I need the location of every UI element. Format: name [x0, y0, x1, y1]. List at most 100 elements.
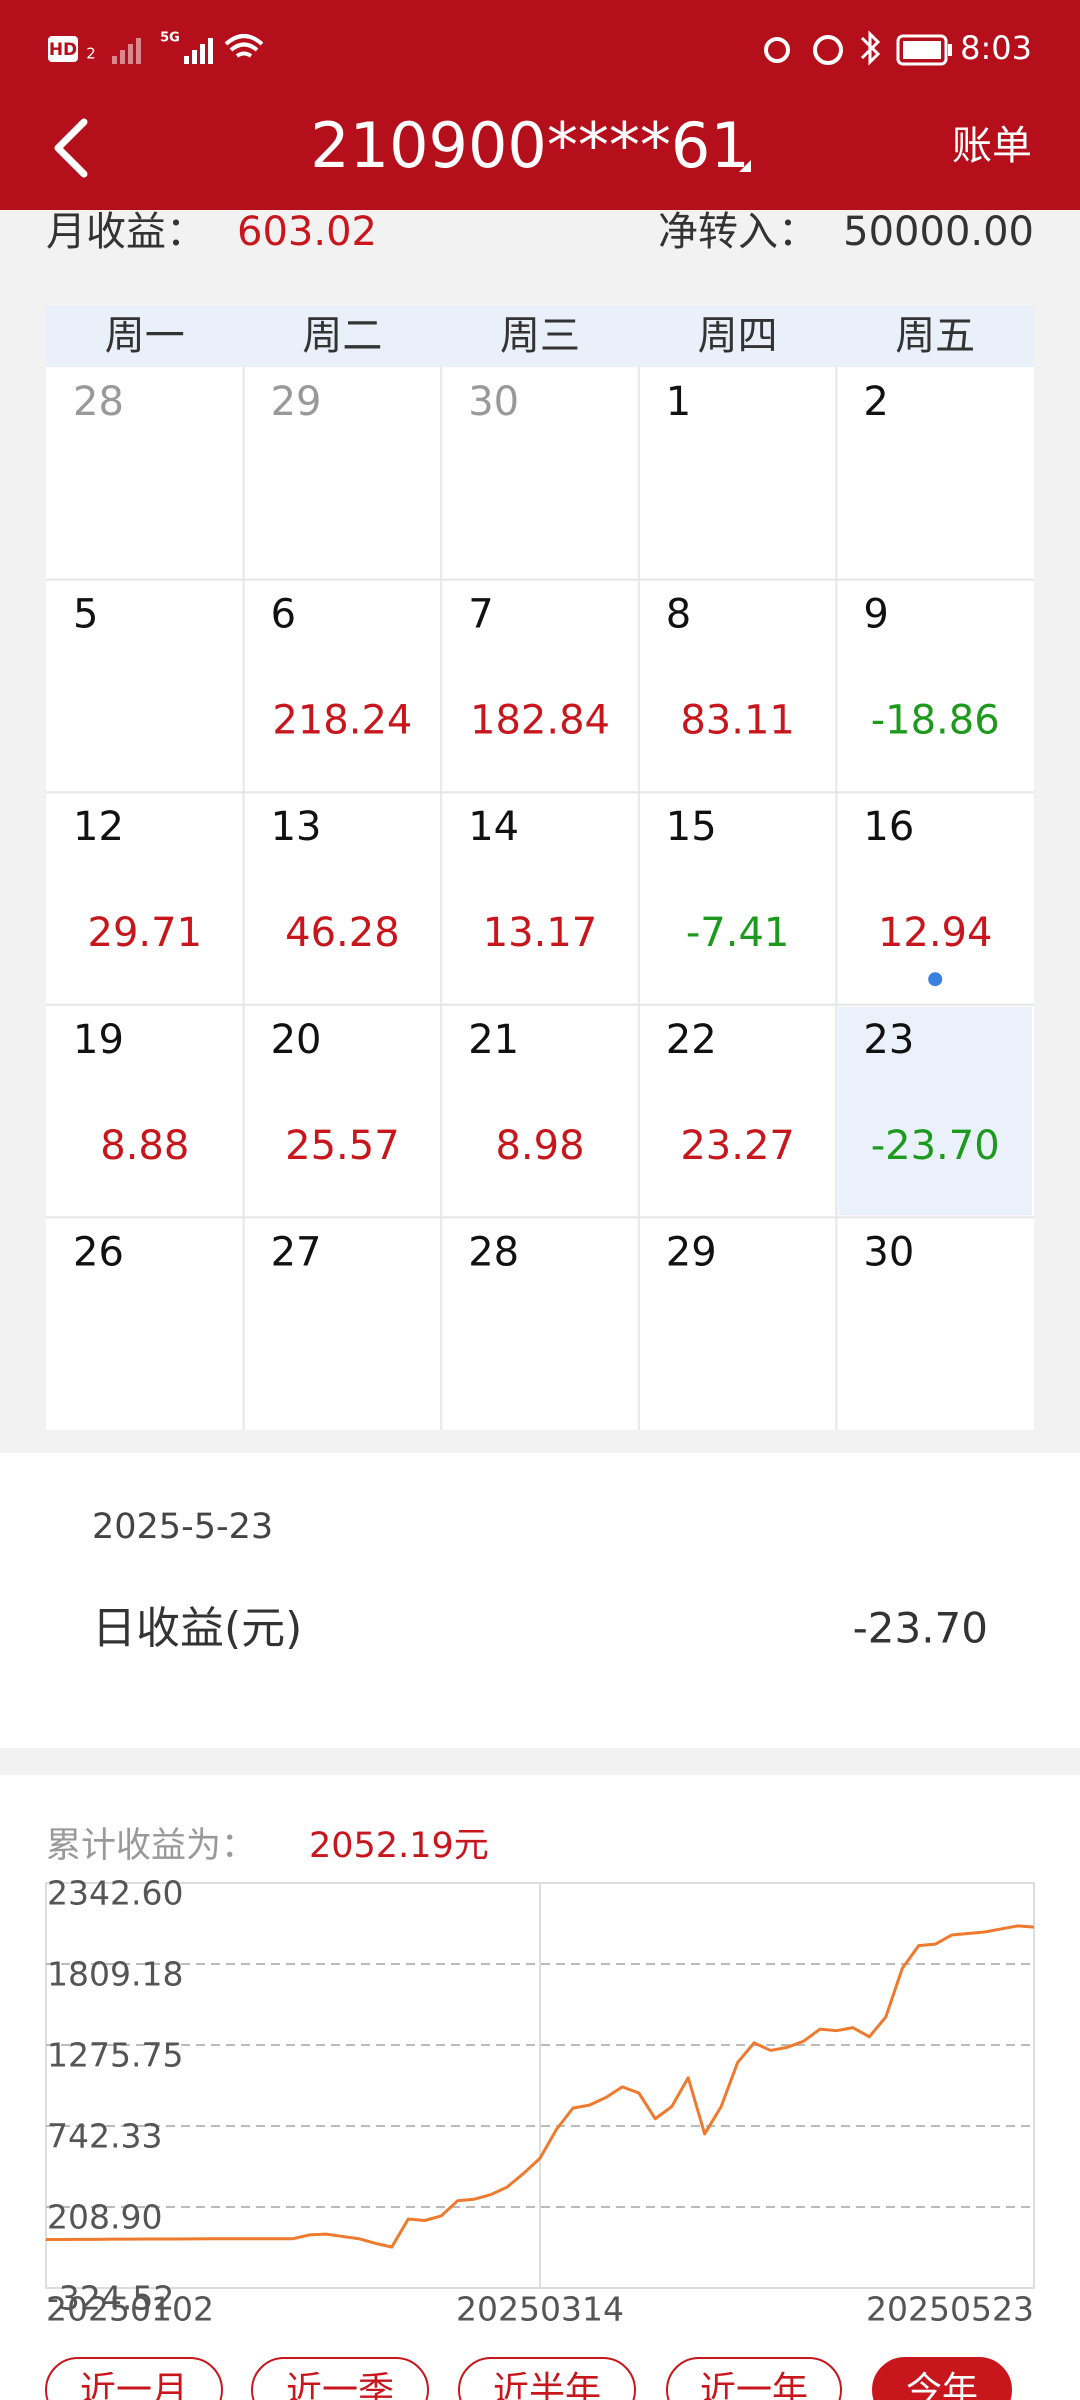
range-buttons: 近一月 近一季 近半年 近一年 今年 [45, 2357, 1012, 2400]
day-number[interactable]: 23 [863, 1017, 914, 1063]
range-button-label[interactable]: 近半年 [493, 2370, 601, 2400]
bluetooth-icon [860, 30, 881, 66]
day-number[interactable]: 21 [468, 1017, 519, 1063]
weekday: 周五 [895, 313, 975, 359]
day-number[interactable]: 28 [73, 379, 124, 425]
day-number[interactable]: 29 [271, 379, 322, 425]
y-tick-label: 2342.60 [47, 1874, 183, 1913]
day-number[interactable]: 27 [271, 1229, 322, 1275]
day-number[interactable]: 20 [271, 1017, 322, 1063]
day-number[interactable]: 22 [666, 1017, 717, 1063]
app-bar [0, 0, 1080, 210]
day-number[interactable]: 9 [863, 592, 888, 638]
chart: -324.52 208.90 742.33 1275.75 1809.18 2342.60… [45, 1874, 1035, 2329]
day-number[interactable]: 29 [666, 1229, 717, 1275]
net-text: 5G [160, 31, 180, 46]
day-number[interactable]: 8 [666, 592, 691, 638]
y-tick-label: 1275.75 [47, 2036, 183, 2075]
day-number[interactable]: 1 [666, 379, 691, 425]
range-button-label[interactable]: 近一季 [286, 2370, 394, 2400]
battery-icon [896, 34, 948, 66]
month-label: 月收益： [46, 209, 206, 255]
chart-total: 2052.19元 [309, 1826, 489, 1866]
day-value: 182.84 [470, 698, 610, 744]
account-title[interactable]: 210900****61 [310, 109, 750, 182]
month-value: 603.02 [237, 209, 377, 255]
clock: 8:03 [960, 29, 1032, 67]
battery-level [903, 41, 941, 59]
signal-1 [112, 38, 141, 64]
bill-link[interactable]: 账单 [952, 123, 1032, 169]
wifi-icon [224, 34, 264, 58]
eye-icon [764, 37, 790, 63]
back-button[interactable] [54, 118, 88, 178]
day-value: 218.24 [272, 698, 412, 744]
range-button-label[interactable]: 近一年 [700, 2370, 808, 2400]
day-value: 13.17 [483, 910, 598, 956]
battery-tip [948, 44, 952, 56]
range-button-label[interactable]: 近一月 [80, 2370, 188, 2400]
sim-text: 2 [86, 45, 96, 63]
chart-title: 累计收益为： [46, 1826, 256, 1866]
net-value: 50000.00 [843, 209, 1034, 255]
day-number[interactable]: 6 [271, 592, 296, 638]
day-value: 8.98 [495, 1123, 584, 1169]
y-tick-label: 742.33 [47, 2116, 162, 2155]
detail-label: 日收益(元) [92, 1603, 302, 1654]
hd-text: HD [49, 40, 77, 60]
weekday: 周二 [302, 313, 382, 359]
hd-icon [48, 36, 78, 62]
day-number[interactable]: 5 [73, 592, 98, 638]
day-value: 46.28 [285, 910, 400, 956]
alarm-icon [813, 35, 843, 65]
range-button[interactable] [45, 2357, 223, 2400]
day-value: 25.57 [285, 1123, 400, 1169]
dropdown-marker [739, 160, 751, 172]
day-value: 83.11 [680, 698, 795, 744]
range-button[interactable] [872, 2357, 1012, 2400]
weekday: 周一 [105, 313, 185, 359]
y-tick-label: 208.90 [47, 2198, 162, 2237]
day-number[interactable]: 2 [863, 379, 888, 425]
y-tick-label: -324.52 [47, 2279, 174, 2318]
day-number[interactable]: 19 [73, 1017, 124, 1063]
x-tick-label: 20250523 [866, 2290, 1034, 2329]
range-button[interactable] [458, 2357, 636, 2400]
detail-panel [0, 1453, 1080, 1748]
x-tick-label: 20250314 [456, 2290, 624, 2329]
day-number[interactable]: 7 [468, 592, 493, 638]
day-number[interactable]: 26 [73, 1229, 124, 1275]
day-number[interactable]: 16 [863, 804, 914, 850]
selected-cell [838, 1006, 1032, 1216]
day-number[interactable]: 15 [666, 804, 717, 850]
event-dot [928, 972, 943, 987]
day-value: 29.71 [88, 910, 203, 956]
signal-2 [184, 38, 213, 64]
line-series [46, 1924, 1035, 2249]
day-number[interactable]: 28 [468, 1229, 519, 1275]
day-number[interactable]: 30 [468, 379, 519, 425]
x-tick-label: 20250102 [46, 2290, 214, 2329]
weekday-header [46, 306, 1034, 367]
weekday: 周四 [698, 313, 778, 359]
range-button[interactable] [251, 2357, 429, 2400]
calendar-grid [46, 367, 1034, 1430]
weekday: 周三 [500, 313, 580, 359]
range-button[interactable] [666, 2357, 842, 2400]
day-number[interactable]: 13 [271, 804, 322, 850]
day-value: 8.88 [100, 1123, 189, 1169]
day-number[interactable]: 30 [863, 1229, 914, 1275]
day-number[interactable]: 12 [73, 804, 124, 850]
net-label: 净转入： [658, 209, 818, 255]
day-number[interactable]: 14 [468, 804, 519, 850]
day-value: -23.70 [871, 1123, 1000, 1169]
range-button-label[interactable]: 今年 [906, 2370, 978, 2400]
detail-date: 2025-5-23 [92, 1507, 273, 1547]
day-value: 23.27 [680, 1123, 795, 1169]
day-value: -18.86 [871, 698, 1000, 744]
day-value: 12.94 [878, 910, 993, 956]
day-value: -7.41 [686, 910, 790, 956]
